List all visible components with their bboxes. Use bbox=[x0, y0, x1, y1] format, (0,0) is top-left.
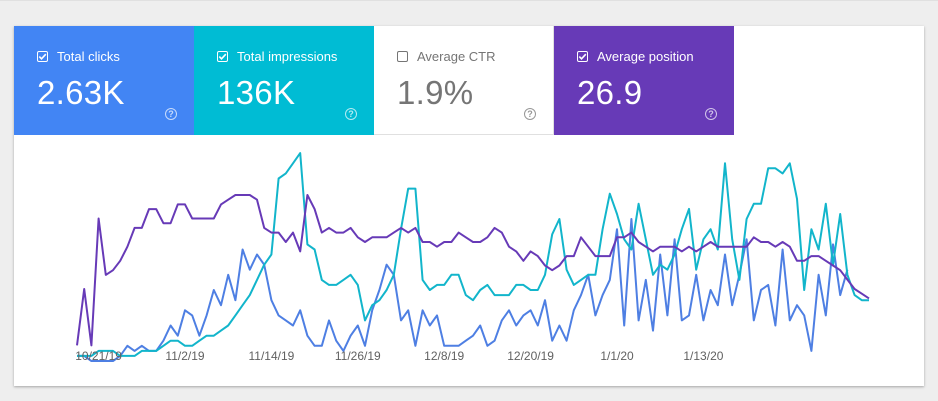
x-tick-label: 11/26/19 bbox=[335, 349, 381, 363]
average-position-checkbox[interactable] bbox=[577, 51, 588, 62]
total-clicks-checkbox[interactable] bbox=[37, 51, 48, 62]
total-clicks-tile[interactable]: Total clicks 2.63K ? bbox=[14, 26, 194, 135]
average-ctr-value: 1.9% bbox=[397, 74, 474, 111]
average-ctr-tile[interactable]: Average CTR 1.9% ? bbox=[374, 26, 554, 135]
x-tick-label: 1/1/20 bbox=[600, 349, 634, 363]
x-tick-label: 12/8/19 bbox=[424, 349, 464, 363]
x-tick-label: 11/2/19 bbox=[165, 349, 204, 363]
metric-tiles: Total clicks 2.63K ? Total impressions 1… bbox=[14, 26, 734, 135]
average-position-series-line bbox=[76, 194, 870, 347]
x-tick-label: 11/14/19 bbox=[248, 349, 294, 363]
total-impressions-value: 136K bbox=[217, 74, 296, 111]
help-icon[interactable]: ? bbox=[165, 108, 177, 120]
total-impressions-tile[interactable]: Total impressions 136K ? bbox=[194, 26, 374, 135]
total-impressions-checkbox[interactable] bbox=[217, 51, 228, 62]
average-ctr-label: Average CTR bbox=[417, 49, 496, 64]
help-icon[interactable]: ? bbox=[705, 108, 717, 120]
total-clicks-label: Total clicks bbox=[57, 49, 120, 64]
average-position-value: 26.9 bbox=[577, 74, 643, 111]
x-tick-label: 10/21/19 bbox=[75, 349, 122, 363]
x-tick-label: 1/13/20 bbox=[683, 349, 723, 363]
top-divider bbox=[0, 0, 938, 1]
average-position-label: Average position bbox=[597, 49, 694, 64]
total-clicks-series-line bbox=[77, 218, 849, 362]
average-ctr-checkbox[interactable] bbox=[397, 51, 408, 62]
total-impressions-label: Total impressions bbox=[237, 49, 338, 64]
total-impressions-series-line bbox=[77, 152, 869, 357]
performance-line-chart: 10/21/19 11/2/19 11/14/19 11/26/19 12/8/19 12… bbox=[75, 152, 870, 363]
help-icon[interactable]: ? bbox=[524, 108, 536, 120]
average-position-tile[interactable]: Average position 26.9 ? bbox=[554, 26, 734, 135]
x-tick-label: 12/20/19 bbox=[507, 349, 554, 363]
total-clicks-value: 2.63K bbox=[37, 74, 125, 111]
performance-card: Total clicks 2.63K ? Total impressions 1… bbox=[14, 26, 924, 386]
help-icon[interactable]: ? bbox=[345, 108, 357, 120]
